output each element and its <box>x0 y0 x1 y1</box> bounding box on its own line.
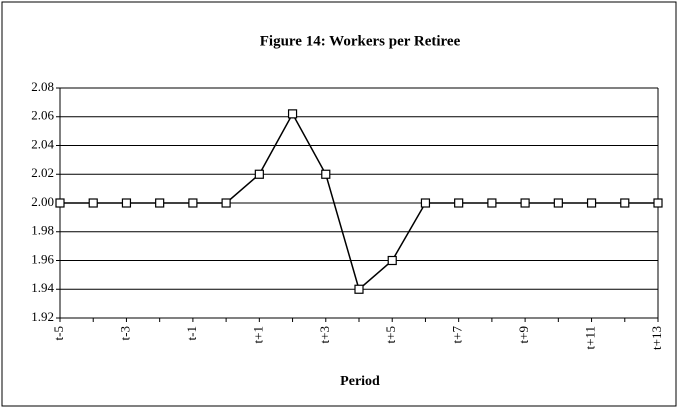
y-tick-label: 2.08 <box>31 79 54 94</box>
x-tick-label: t+1 <box>250 326 265 343</box>
point-marker <box>221 198 231 208</box>
point-marker <box>620 198 630 208</box>
x-axis-title: Period <box>340 374 380 389</box>
chart-title: Figure 14: Workers per Retiree <box>260 33 461 49</box>
y-tick-label: 1.94 <box>31 280 54 295</box>
point-marker <box>254 169 264 179</box>
point-marker <box>553 198 563 208</box>
point-marker <box>520 198 530 208</box>
x-tick-label: t+3 <box>317 326 332 343</box>
y-tick-label: 1.92 <box>31 309 54 324</box>
x-tick-label: t+9 <box>516 326 531 343</box>
y-tick-label: 2.06 <box>31 108 54 123</box>
point-marker <box>155 198 165 208</box>
point-marker <box>487 198 497 208</box>
point-marker <box>55 198 65 208</box>
y-tick-label: 1.96 <box>31 251 54 266</box>
x-tick-label: t+11 <box>583 326 598 349</box>
point-marker <box>420 198 431 208</box>
point-marker <box>188 198 198 208</box>
point-marker <box>321 169 331 179</box>
point-marker <box>287 109 298 119</box>
point-marker <box>354 284 364 294</box>
x-tick-label: t+5 <box>383 326 398 343</box>
y-tick-label: 1.98 <box>31 223 54 238</box>
point-marker <box>653 198 663 208</box>
x-tick-label: t-3 <box>117 326 132 340</box>
x-tick-label: t-5 <box>51 326 66 340</box>
y-tick-label: 2.00 <box>31 194 54 209</box>
x-tick-label: t+7 <box>450 326 465 344</box>
y-tick-label: 2.02 <box>31 165 54 180</box>
y-tick-label: 2.04 <box>31 136 54 151</box>
point-marker <box>454 198 464 208</box>
point-marker <box>586 198 597 208</box>
point-marker <box>88 198 98 208</box>
x-tick-label: t-1 <box>184 326 199 340</box>
point-marker <box>121 198 132 208</box>
point-marker <box>387 255 397 266</box>
x-tick-label: t+13 <box>649 326 664 350</box>
